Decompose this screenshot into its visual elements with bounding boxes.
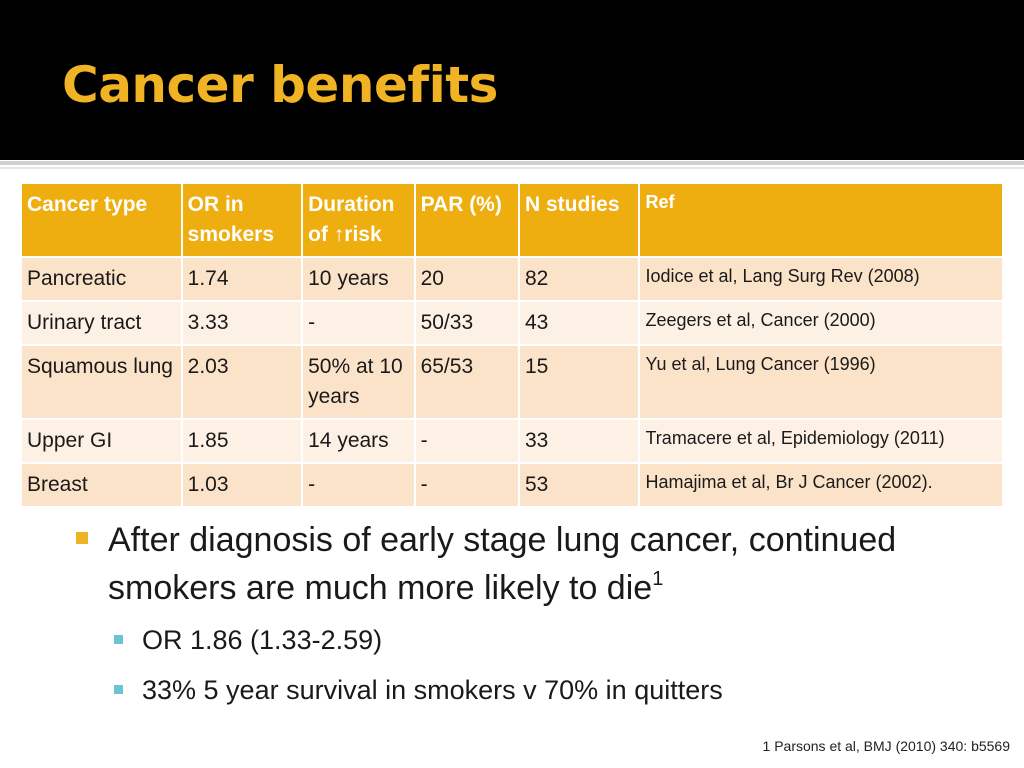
cell-or: 1.03: [182, 464, 302, 506]
cell-ref: Zeegers et al, Cancer (2000): [640, 302, 1002, 344]
bullet-list: After diagnosis of early stage lung canc…: [72, 516, 992, 712]
header-n-studies: N studies: [520, 184, 639, 256]
main-bullet: After diagnosis of early stage lung canc…: [72, 516, 992, 612]
cell-n-studies: 43: [520, 302, 639, 344]
table-header-row: Cancer type OR in smokers Duration of ↑r…: [22, 184, 1002, 256]
table-row: Squamous lung 2.03 50% at 10 years 65/53…: [22, 346, 1002, 418]
cell-ref: Hamajima et al, Br J Cancer (2002).: [640, 464, 1002, 506]
footnote: 1 Parsons et al, BMJ (2010) 340: b5569: [762, 738, 1010, 754]
square-bullet-icon: [114, 635, 123, 644]
header-or-in-smokers: OR in smokers: [182, 184, 302, 256]
header-par: PAR (%): [415, 184, 518, 256]
cell-n-studies: 82: [520, 258, 639, 300]
slide-title: Cancer benefits: [62, 56, 498, 114]
square-bullet-icon: [114, 685, 123, 694]
sub-bullet: OR 1.86 (1.33-2.59): [72, 618, 992, 662]
cell-or: 1.85: [182, 420, 302, 462]
footnote-marker: 1: [652, 568, 664, 590]
cell-duration: -: [303, 302, 414, 344]
cell-n-studies: 53: [520, 464, 639, 506]
table-row: Upper GI 1.85 14 years - 33 Tramacere et…: [22, 420, 1002, 462]
cell-par: -: [415, 420, 518, 462]
cell-ref: Iodice et al, Lang Surg Rev (2008): [640, 258, 1002, 300]
cell-duration: -: [303, 464, 414, 506]
table-row: Urinary tract 3.33 - 50/33 43 Zeegers et…: [22, 302, 1002, 344]
cell-or: 3.33: [182, 302, 302, 344]
cell-par: -: [415, 464, 518, 506]
cell-par: 65/53: [415, 346, 518, 418]
cell-or: 1.74: [182, 258, 302, 300]
cell-duration: 50% at 10 years: [303, 346, 414, 418]
cell-n-studies: 33: [520, 420, 639, 462]
cell-duration: 10 years: [303, 258, 414, 300]
cell-n-studies: 15: [520, 346, 639, 418]
cell-cancer-type: Upper GI: [22, 420, 181, 462]
cell-cancer-type: Squamous lung: [22, 346, 181, 418]
cell-ref: Yu et al, Lung Cancer (1996): [640, 346, 1002, 418]
cell-ref: Tramacere et al, Epidemiology (2011): [640, 420, 1002, 462]
cell-duration: 14 years: [303, 420, 414, 462]
cell-par: 20: [415, 258, 518, 300]
cell-par: 50/33: [415, 302, 518, 344]
title-bar: Cancer benefits: [0, 0, 1024, 160]
sub-bullet-text: OR 1.86 (1.33-2.59): [142, 625, 383, 655]
square-bullet-icon: [76, 532, 88, 544]
divider-line: [0, 161, 1024, 165]
table-row: Breast 1.03 - - 53 Hamajima et al, Br J …: [22, 464, 1002, 506]
sub-bullet-text: 33% 5 year survival in smokers v 70% in …: [142, 675, 723, 705]
header-duration: Duration of ↑risk: [303, 184, 414, 256]
header-ref: Ref: [640, 184, 1002, 256]
cell-or: 2.03: [182, 346, 302, 418]
cell-cancer-type: Breast: [22, 464, 181, 506]
main-bullet-text: After diagnosis of early stage lung canc…: [108, 521, 897, 607]
table-row: Pancreatic 1.74 10 years 20 82 Iodice et…: [22, 258, 1002, 300]
divider-line-thin: [0, 167, 1024, 169]
cancer-benefits-table: Cancer type OR in smokers Duration of ↑r…: [20, 182, 1004, 508]
sub-bullet: 33% 5 year survival in smokers v 70% in …: [72, 668, 992, 712]
header-cancer-type: Cancer type: [22, 184, 181, 256]
cell-cancer-type: Urinary tract: [22, 302, 181, 344]
cell-cancer-type: Pancreatic: [22, 258, 181, 300]
